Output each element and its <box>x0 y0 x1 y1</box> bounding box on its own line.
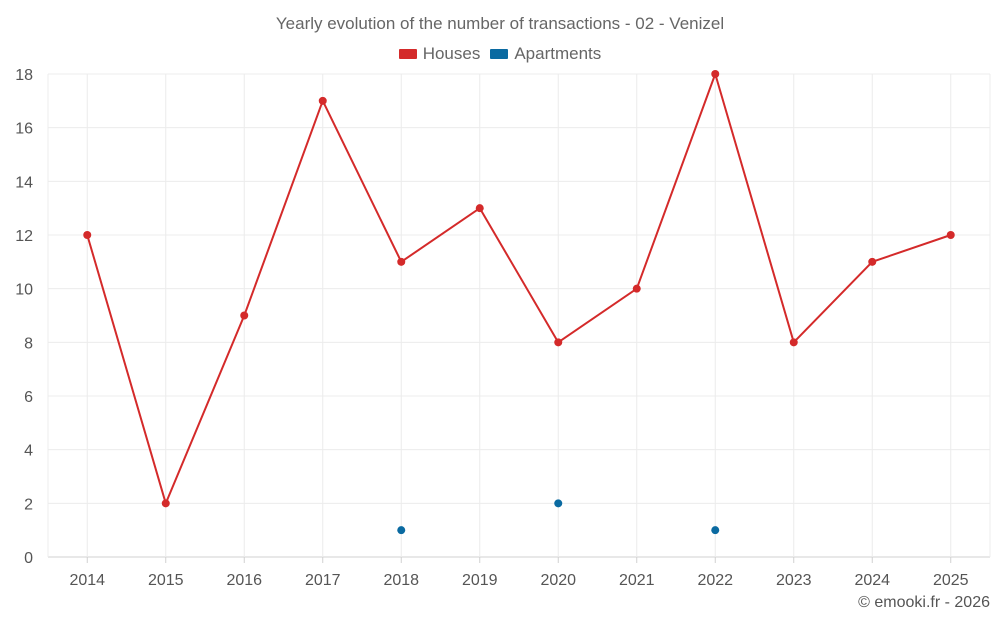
data-point-houses <box>632 284 641 293</box>
data-point-houses <box>789 338 798 347</box>
legend-item-houses[interactable]: Houses <box>398 44 481 64</box>
y-tick-label: 10 <box>15 282 33 299</box>
y-tick-label: 6 <box>24 389 33 406</box>
data-point-apartments <box>711 526 720 535</box>
data-point-apartments <box>397 526 406 535</box>
y-tick-label: 4 <box>24 443 33 460</box>
y-tick-label: 0 <box>24 550 33 567</box>
x-tick-label: 2015 <box>148 572 184 589</box>
legend: Houses Apartments <box>0 44 1000 64</box>
legend-label-houses: Houses <box>422 44 481 63</box>
x-tick-label: 2016 <box>226 572 262 589</box>
data-point-houses <box>161 499 170 508</box>
data-point-houses <box>240 311 249 320</box>
legend-label-apartments: Apartments <box>514 44 602 63</box>
series-line-houses <box>86 73 952 505</box>
y-tick-label: 2 <box>24 496 33 513</box>
x-tick-label: 2014 <box>69 572 105 589</box>
x-tick-label: 2019 <box>462 572 498 589</box>
x-tick-label: 2021 <box>619 572 655 589</box>
data-point-houses <box>318 96 327 105</box>
y-tick-label: 12 <box>15 228 33 245</box>
data-point-houses <box>711 70 720 78</box>
x-tick-label: 2020 <box>540 572 576 589</box>
y-tick-label: 14 <box>15 174 33 191</box>
legend-item-apartments[interactable]: Apartments <box>490 44 601 64</box>
data-point-apartments <box>554 499 563 508</box>
x-tick-label: 2022 <box>697 572 733 589</box>
data-point-houses <box>554 338 563 347</box>
legend-swatch-apartments <box>490 49 509 59</box>
x-tick-label: 2017 <box>305 572 341 589</box>
data-point-houses <box>475 204 484 213</box>
data-point-houses <box>868 257 877 266</box>
credit-text: © emooki.fr - 2026 <box>858 594 990 611</box>
data-point-houses <box>397 257 406 266</box>
legend-swatch-houses <box>398 49 417 59</box>
data-point-houses <box>83 231 92 239</box>
x-tick-label: 2025 <box>933 572 969 589</box>
y-tick-label: 18 <box>15 67 33 84</box>
x-tick-label: 2023 <box>776 572 812 589</box>
y-tick-label: 16 <box>15 121 33 138</box>
x-tick-label: 2018 <box>383 572 419 589</box>
y-tick-label: 8 <box>24 335 33 352</box>
chart-title: Yearly evolution of the number of transa… <box>275 14 725 33</box>
x-tick-label: 2024 <box>854 572 890 589</box>
data-point-houses <box>946 231 955 239</box>
